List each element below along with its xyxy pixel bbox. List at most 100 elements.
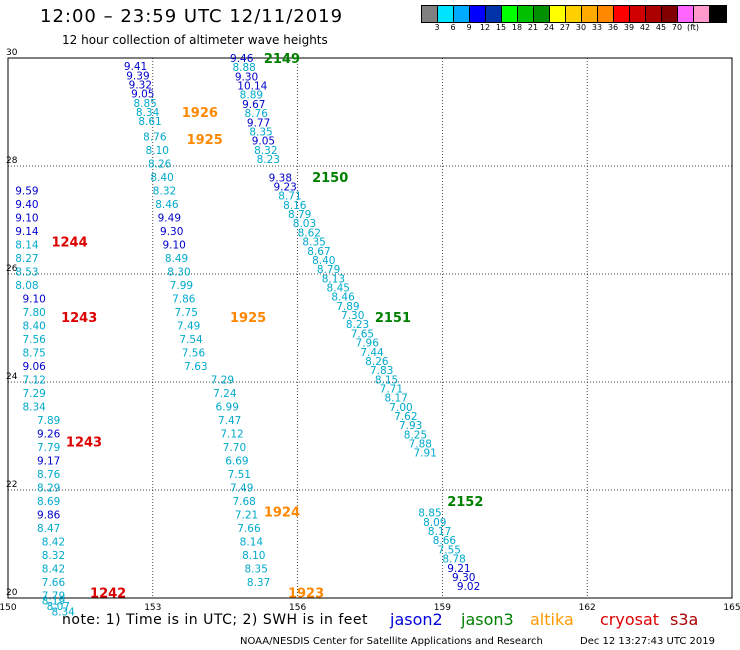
satellite-legend-jason3: jason3 (461, 610, 514, 629)
wave-height-value: 7.65 (351, 328, 374, 340)
wave-height-value: 9.06 (22, 361, 46, 373)
wave-height-value: 9.40 (15, 199, 38, 211)
wave-height-value: 9.02 (457, 581, 480, 593)
wave-height-value: 7.51 (228, 469, 251, 481)
colorbar-tick-label: 9 (466, 23, 472, 32)
track-label: 1243 (66, 435, 102, 450)
wave-height-value: 9.67 (242, 99, 265, 111)
wave-height-value: 8.07 (47, 601, 70, 613)
wave-height-value: 8.62 (298, 227, 321, 239)
wave-height-value: 7.12 (22, 374, 45, 386)
wave-height-value: 7.29 (22, 388, 45, 400)
colorbar-tick-label: 39 (623, 23, 635, 32)
colorbar-swatch (694, 6, 710, 22)
wave-height-value: 7.86 (172, 293, 196, 305)
wave-height-value: 9.10 (15, 212, 38, 224)
wave-height-value: 9.77 (247, 117, 270, 129)
colorbar-tick-label: 12 (479, 23, 491, 32)
wave-height-value: 9.38 (269, 172, 292, 184)
wave-height-value: 8.76 (37, 469, 61, 481)
wave-height-value: 7.66 (237, 523, 261, 535)
wave-height-value: 7.70 (223, 442, 246, 454)
wave-height-value: 8.10 (242, 550, 265, 562)
wave-height-value: 8.76 (143, 131, 167, 143)
satellite-legend-altika: altika (530, 610, 574, 629)
footer-note: note: 1) Time is in UTC; 2) SWH is in fe… (62, 612, 369, 628)
y-tick-label: 28 (6, 156, 18, 166)
wave-height-value: 9.14 (15, 226, 39, 238)
y-tick-label: 20 (6, 588, 18, 598)
colorbar-tick-label: 3 (434, 23, 440, 32)
wave-height-value: 7.56 (22, 334, 46, 346)
wave-height-value: 7.89 (336, 301, 359, 313)
wave-height-value: 8.42 (42, 563, 65, 575)
wave-height-value: 7.30 (341, 310, 364, 322)
wave-height-value: 8.85 (133, 98, 156, 110)
track-label: 1243 (61, 311, 97, 326)
wave-height-value: 7.96 (356, 338, 380, 350)
colorbar-swatch (486, 6, 502, 22)
wave-height-value: 7.62 (394, 411, 417, 423)
colorbar-swatch (534, 6, 550, 22)
track-label: 1244 (51, 236, 87, 251)
wave-height-value: 8.32 (42, 550, 65, 562)
wave-height-value: 9.21 (447, 563, 470, 575)
wave-height-value: 9.05 (131, 89, 154, 101)
wave-height-value: 9.59 (15, 185, 38, 197)
wave-height-value: 8.10 (146, 145, 169, 157)
wave-height-value: 7.47 (218, 415, 241, 427)
wave-height-value: 7.63 (184, 361, 207, 373)
colorbar-tick-label: 42 (639, 23, 651, 32)
y-tick-label: 30 (6, 48, 18, 58)
wave-height-value: 8.17 (428, 526, 451, 538)
wave-height-value: 8.14 (15, 239, 39, 251)
wave-height-value: 7.49 (177, 320, 200, 332)
satellite-legend-cryosat: cryosat (600, 610, 660, 629)
wave-height-value: 9.17 (37, 455, 60, 467)
wave-height-value: 7.88 (409, 439, 432, 451)
wave-height-value: 8.67 (307, 246, 330, 258)
colorbar-swatch (502, 6, 518, 22)
wave-height-value: 9.26 (37, 428, 61, 440)
wave-height-value: 8.75 (22, 347, 45, 359)
colorbar (421, 5, 727, 23)
wave-height-value: 8.34 (51, 607, 75, 619)
colorbar-swatch (582, 6, 598, 22)
x-tick-label: 156 (289, 603, 306, 613)
wave-height-value: 8.78 (442, 554, 465, 566)
wave-height-value: 8.45 (327, 283, 350, 295)
wave-height-value: 8.19 (42, 596, 65, 608)
colorbar-swatch (470, 6, 486, 22)
track-label: 1242 (90, 587, 126, 602)
track-label: 2151 (375, 311, 411, 326)
wave-height-value: 7.79 (37, 442, 60, 454)
wave-height-value: 8.25 (404, 429, 427, 441)
satellite-legend-jason2: jason2 (390, 610, 443, 629)
wave-height-value: 8.69 (37, 496, 60, 508)
colorbar-swatch (614, 6, 630, 22)
colorbar-swatch (662, 6, 678, 22)
wave-height-value: 8.16 (283, 200, 307, 212)
wave-height-value: 7.44 (360, 347, 384, 359)
colorbar-swatch (566, 6, 582, 22)
x-tick-label: 162 (579, 603, 596, 613)
wave-height-value: 9.49 (158, 212, 181, 224)
wave-height-value: 8.23 (346, 319, 369, 331)
wave-height-value: 7.99 (170, 280, 193, 292)
colorbar-tick-label: 24 (543, 23, 555, 32)
wave-height-value: 9.30 (160, 226, 183, 238)
wave-height-value: 8.49 (165, 253, 188, 265)
wave-height-value: 8.14 (240, 536, 264, 548)
wave-height-value: 8.26 (148, 158, 172, 170)
colorbar-swatch (646, 6, 662, 22)
wave-height-value: 8.89 (240, 90, 263, 102)
wave-height-value: 7.21 (235, 509, 258, 521)
wave-height-value: 8.30 (167, 266, 190, 278)
wave-height-value: 7.93 (399, 420, 422, 432)
wave-height-value: 8.71 (278, 191, 301, 203)
wave-height-value: 7.71 (380, 383, 403, 395)
wave-height-value: 8.32 (153, 185, 176, 197)
wave-height-value: 9.32 (129, 79, 152, 91)
track-label: 1925 (230, 311, 266, 326)
wave-height-value: 8.34 (136, 107, 160, 119)
